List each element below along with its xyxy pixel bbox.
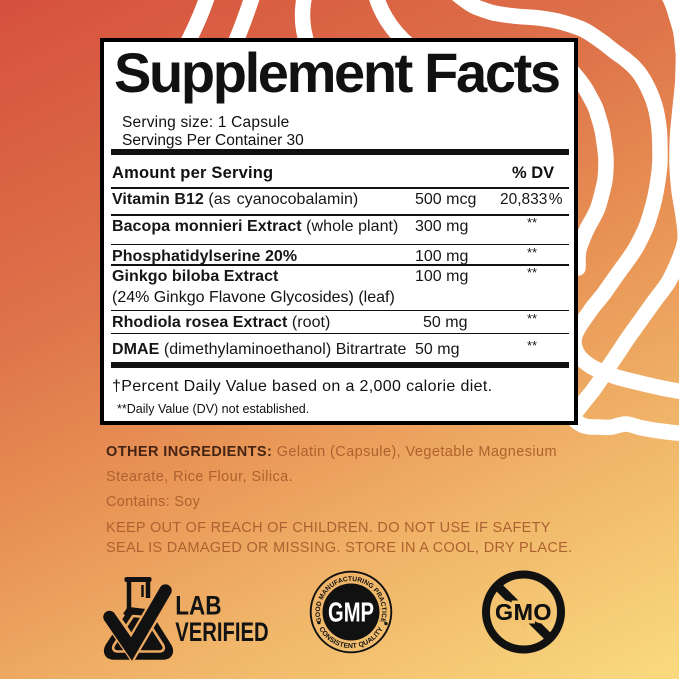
svg-text:VERIFIED: VERIFIED (175, 617, 268, 648)
svg-text:LAB: LAB (175, 591, 221, 621)
svg-text:GMO: GMO (495, 599, 552, 625)
svg-text:GMO: GMO (495, 599, 552, 625)
svg-text:GMP: GMP (328, 597, 374, 628)
